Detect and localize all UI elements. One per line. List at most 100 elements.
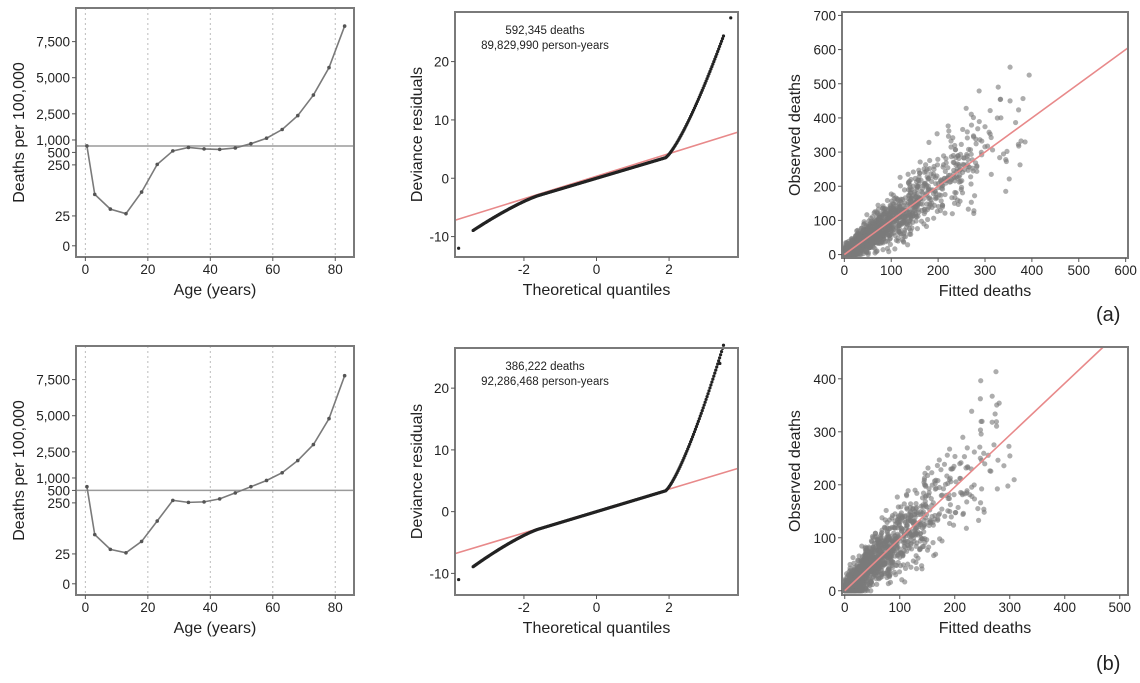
b-qq-qq-point <box>707 389 711 393</box>
b-fit-scatter-point <box>964 499 970 505</box>
a-fit-scatter-point <box>974 168 980 174</box>
b-qq-qq-point <box>690 435 695 439</box>
b-rate-rate-point <box>108 547 113 552</box>
b-fit-scatter-point <box>922 470 928 476</box>
b-fit-scatter-point <box>851 560 857 566</box>
b-qq-qq-point <box>717 359 721 363</box>
a-fit-scatter-point <box>901 187 908 193</box>
b-fit-scatter-point <box>894 494 900 500</box>
b-fit-reference-line <box>844 346 1104 592</box>
b-fit-scatter-point <box>919 563 925 569</box>
a-qq-qq-point <box>706 74 710 78</box>
b-fit-scatter-point <box>936 457 942 463</box>
b-fit-scatter-point <box>979 418 985 424</box>
a-fit-scatter-point <box>976 118 982 125</box>
a-fit-scatter-point <box>922 206 928 212</box>
a-fit-scatter-point <box>951 167 957 173</box>
a-fit-scatter-point <box>876 214 883 220</box>
a-qq-ylabel: Deviance residuals <box>409 67 426 202</box>
a-qq-qq-point <box>720 36 725 41</box>
a-fit-scatter-point <box>959 178 965 184</box>
b-qq-ylabel: Deviance residuals <box>409 404 426 539</box>
b-fit-scatter-point <box>977 444 983 450</box>
b-fit-ytick-label: 100 <box>813 531 836 546</box>
b-fit-scatter-point <box>904 506 910 512</box>
a-fit-scatter-point <box>997 96 1003 103</box>
b-qq-qq-point <box>700 408 704 413</box>
a-fit-scatter-point <box>901 214 907 220</box>
a-fit-ytick-label: 400 <box>813 111 836 126</box>
b-rate-ytick-label: 250 <box>47 496 70 511</box>
a-fit-scatter-point <box>961 155 967 161</box>
b-fit-scatter-point <box>960 511 966 517</box>
b-fit-xtick-label: 200 <box>943 600 966 615</box>
b-rate-rate-point <box>311 442 316 447</box>
b-fit-scatter-point <box>903 523 910 529</box>
row-label-b: (b) <box>1096 653 1121 675</box>
b-fit-scatter-point <box>953 479 959 485</box>
a-rate-ytick-label: 500 <box>47 145 70 160</box>
a-fit-scatter-point <box>897 204 903 210</box>
b-rate-xtick-label: 80 <box>328 600 343 615</box>
a-fit-ytick-label: 500 <box>813 77 836 92</box>
b-fit-scatter-point <box>942 481 949 487</box>
a-fit-scatter-point <box>864 212 870 218</box>
b-fit-scatter-point <box>935 512 942 518</box>
a-fit-scatter-point <box>1018 138 1024 144</box>
a-fit-scatter-point <box>945 123 951 129</box>
b-rate-ytick-label: 500 <box>47 483 70 498</box>
a-fit-scatter-point <box>908 231 914 237</box>
a-qq-qq-point <box>711 62 715 66</box>
b-fit-scatter-point <box>928 495 934 502</box>
a-fit-scatter-point <box>1012 119 1019 126</box>
b-fit-scatter-point <box>879 530 885 536</box>
a-fit-scatter-point <box>939 202 946 208</box>
a-rate-ytick-label: 0 <box>62 239 70 254</box>
b-fit-scatter-point <box>914 490 920 496</box>
b-fit-scatter-point <box>918 535 924 541</box>
a-fit-scatter-point <box>949 195 955 201</box>
a-fit-scatter-point <box>952 142 958 149</box>
b-fit-ytick-label: 300 <box>813 425 836 440</box>
b-fit-scatter-point <box>991 442 997 448</box>
b-rate-rate-point <box>233 491 238 495</box>
b-qq-qq-point <box>718 356 722 360</box>
a-fit-scatter-point <box>938 198 944 204</box>
b-fit-scatter-point <box>920 504 926 510</box>
b-fit-scatter-point <box>895 525 901 531</box>
a-qq-qq-point <box>712 60 716 64</box>
a-fit-scatter-point <box>950 152 956 159</box>
b-qq-xtick-label: 2 <box>665 600 673 615</box>
a-rate-ytick-label: 25 <box>55 209 70 224</box>
a-fit-scatter-point <box>942 168 948 175</box>
a-fit-scatter-point <box>971 193 978 199</box>
a-fit-scatter-point <box>954 161 960 167</box>
a-fit-scatter-point <box>1003 158 1009 165</box>
a-fit-scatter-point <box>843 240 849 246</box>
a-rate-xtick-label: 80 <box>328 262 343 277</box>
a-fit-scatter-point <box>868 242 874 248</box>
b-fit-scatter-point <box>882 570 888 577</box>
b-fit-scatter-point <box>977 500 984 506</box>
a-rate-rate-curve <box>86 25 346 215</box>
b-fit-scatter-point <box>868 538 875 544</box>
b-fit-scatter-point <box>864 555 870 562</box>
a-fit-scatter-point <box>945 133 952 139</box>
b-fit-scatter-point <box>906 545 912 551</box>
b-fit-scatter-point <box>905 516 912 523</box>
a-rate-rate-point <box>85 144 89 148</box>
a-rate-xtick-label: 0 <box>82 262 90 277</box>
b-fit-scatter-point <box>932 478 938 484</box>
a-qq-annotation-person-years: 89,829,990 person-years <box>481 40 609 52</box>
b-rate-ytick-label: 7,500 <box>36 373 70 388</box>
a-qq-qq-point <box>715 52 719 56</box>
b-fit-scatter-point <box>896 519 902 525</box>
b-fit-xtick-label: 500 <box>1108 600 1131 615</box>
a-fit-scatter-point <box>901 231 907 237</box>
b-fit-scatter-point <box>981 509 987 515</box>
b-qq-qq-point <box>702 403 706 407</box>
b-fit-scatter-point <box>979 486 985 492</box>
b-rate-rate-point <box>139 539 144 544</box>
a-rate-rate-point <box>108 207 113 211</box>
